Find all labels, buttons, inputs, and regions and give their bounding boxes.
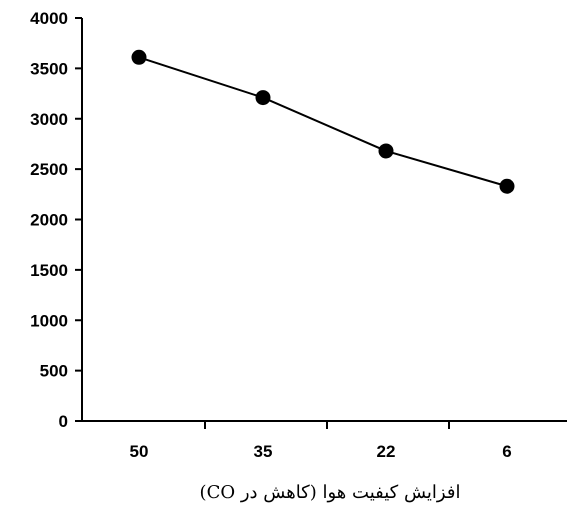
x-tick-label: 22 [377, 442, 396, 461]
x-tick-label: 50 [130, 442, 149, 461]
x-axis-title: افزایش کیفیت هوا (کاهش در CO) [200, 482, 461, 503]
y-tick-label: 1500 [30, 261, 68, 280]
data-point [378, 143, 394, 159]
y-tick-label: 3000 [30, 110, 68, 129]
y-axis: 0 500 1000 1500 2000 2500 3000 3500 4000 [30, 9, 83, 431]
x-tick-label: 6 [502, 442, 511, 461]
y-tick-label: 0 [59, 412, 68, 431]
x-tick-label: 35 [254, 442, 273, 461]
y-tick-label: 500 [40, 362, 68, 381]
data-point [499, 178, 515, 194]
series-line-path [138, 56, 508, 188]
series-line [131, 49, 515, 194]
data-point [131, 49, 147, 65]
y-tick-label: 4000 [30, 9, 68, 28]
y-tick-label: 2500 [30, 160, 68, 179]
x-axis: 50 35 22 6 [82, 420, 567, 461]
y-tick-label: 1000 [30, 311, 68, 330]
y-tick-label: 2000 [30, 211, 68, 230]
y-tick-label: 3500 [30, 59, 68, 78]
data-point [255, 90, 271, 106]
